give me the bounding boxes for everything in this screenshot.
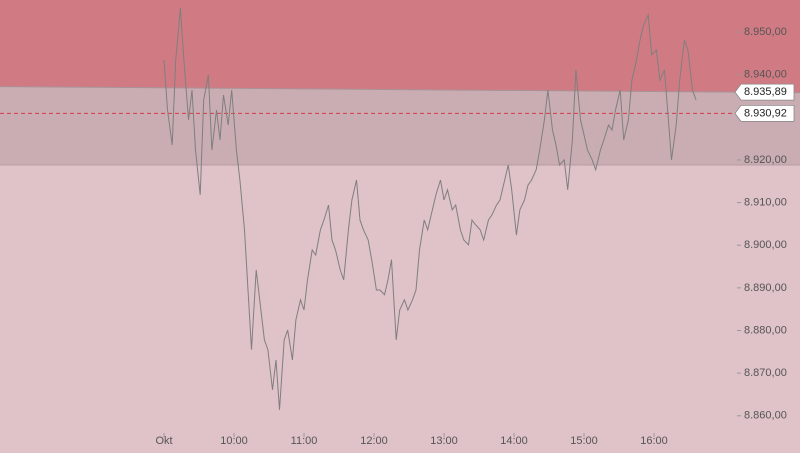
- resistance-zone: [0, 0, 800, 93]
- trend-value-label: 8.935,89: [744, 86, 787, 98]
- x-tick-label: 14:00: [500, 435, 528, 447]
- x-tick-label: 10:00: [220, 435, 248, 447]
- x-tick-label: 11:00: [291, 435, 318, 447]
- last-price-label: 8.930,92: [744, 107, 787, 119]
- y-tick-label: 8.890,00: [744, 282, 787, 294]
- x-tick-label: 13:00: [430, 435, 458, 447]
- y-tick-label: 8.860,00: [744, 410, 787, 422]
- y-tick-label: 8.950,00: [744, 26, 787, 38]
- x-tick-label: Okt: [155, 435, 172, 447]
- y-tick-label: 8.880,00: [744, 324, 787, 336]
- last-price-box: [734, 104, 795, 122]
- x-tick-label: 12:00: [360, 435, 388, 447]
- y-tick-label: 8.920,00: [744, 154, 787, 166]
- y-tick-label: 8.940,00: [744, 69, 787, 81]
- x-tick-label: 16:00: [640, 435, 668, 447]
- price-line: [163, 8, 697, 410]
- trend-value-box: [734, 83, 795, 101]
- x-tick-label: 15:00: [570, 435, 598, 447]
- y-tick-label: 8.910,00: [744, 196, 787, 208]
- y-tick-label: 8.870,00: [744, 367, 787, 379]
- y-tick-label: 8.900,00: [744, 239, 787, 251]
- range-zone: [0, 86, 800, 166]
